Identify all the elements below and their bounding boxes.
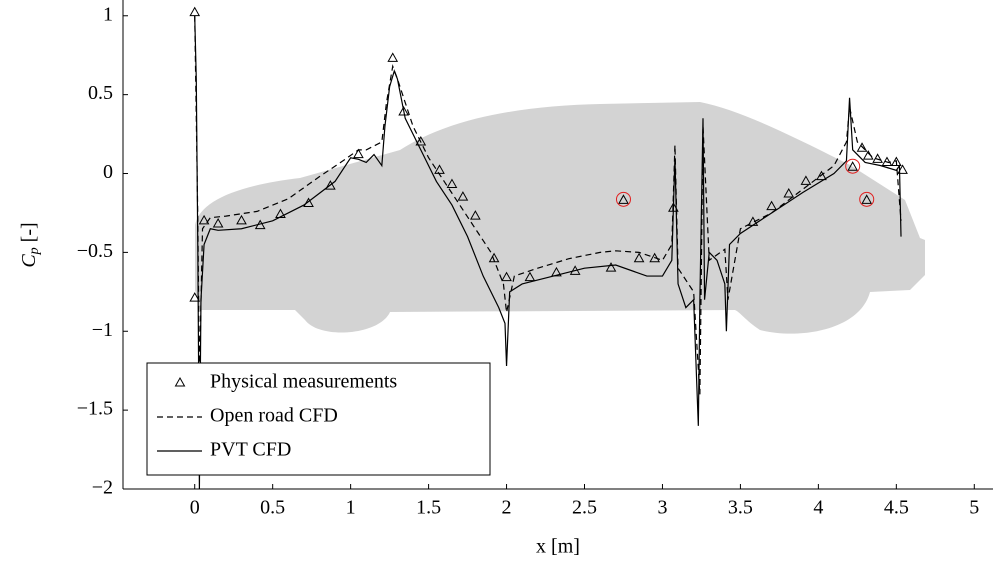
y-tick-label: 1 (103, 3, 113, 25)
legend-label: Physical measurements (210, 371, 397, 393)
x-tick-label: 0 (190, 497, 200, 519)
highlight-circle (615, 191, 631, 207)
measurement-marker (890, 156, 902, 166)
measurement-marker (649, 252, 661, 263)
legend: Physical measurements Open road CFD PVT CF… (157, 371, 397, 461)
y-axis-label: Cp [-] (18, 222, 43, 267)
x-tick-label: 5 (969, 497, 979, 519)
legend-label: PVT CFD (210, 439, 291, 461)
measurement-marker (353, 148, 364, 159)
x-axis-label: x [m] (536, 536, 580, 558)
y-axis-unit: [-] (18, 222, 40, 242)
x-tick-label: 2.5 (572, 497, 597, 519)
measurement-marker (766, 200, 777, 211)
x-tick-label: 1.5 (416, 497, 441, 519)
measurement-marker (897, 164, 908, 174)
measurement-marker (524, 271, 536, 282)
y-tick-label: −0.5 (77, 240, 113, 262)
measurement-marker (470, 210, 481, 220)
measurement-marker (488, 252, 500, 263)
y-tick-label: −1 (92, 319, 113, 341)
y-axis-symbol: C (18, 254, 40, 268)
measurement-marker (872, 153, 883, 163)
measurement-marker (387, 52, 399, 62)
x-tick-label: 0.5 (260, 497, 285, 519)
highlight-circle (859, 191, 875, 207)
x-tick-label: 3.5 (728, 497, 753, 519)
measurement-marker (189, 6, 201, 17)
measurement-marker (881, 156, 893, 166)
y-tick-label: 0 (103, 161, 113, 183)
measurement-marker (618, 194, 629, 204)
legend-box (146, 362, 491, 476)
x-tick-label: 2 (502, 497, 512, 519)
highlight-circle (845, 158, 861, 174)
legend-marker (174, 376, 186, 387)
measurement-marker (856, 142, 868, 152)
measurement-marker (189, 292, 201, 302)
measurement-marker (501, 271, 512, 282)
x-tick-label: 3 (657, 497, 667, 519)
x-tick-label: 4.5 (884, 497, 909, 519)
measurement-marker (212, 217, 224, 228)
measurement-marker (457, 191, 469, 201)
car-silhouette (195, 102, 925, 334)
measurement-marker (415, 135, 427, 146)
measurement-marker (783, 188, 795, 198)
y-tick-label: 0.5 (88, 82, 113, 104)
measurement-marker (198, 214, 210, 225)
y-axis-subscript: p (27, 247, 42, 255)
x-tick-label: 1 (346, 497, 356, 519)
legend-label: Open road CFD (210, 405, 338, 427)
measurement-marker (847, 161, 859, 171)
measurement-marker (800, 175, 812, 185)
measurement-marker (446, 178, 458, 189)
cfd-line (194, 15, 902, 395)
measurement-marker (816, 170, 827, 181)
measurement-marker (325, 180, 336, 190)
measurement-marker (633, 252, 645, 263)
measurement-marker (551, 266, 562, 277)
x-tick-label: 4 (813, 497, 823, 519)
y-tick-label: −2 (92, 477, 113, 499)
measurement-marker (236, 214, 247, 225)
measurement-marker (861, 194, 873, 204)
measurement-marker (398, 105, 409, 116)
plot-area (189, 6, 908, 490)
y-tick-label: −1.5 (77, 398, 113, 420)
cfd-line (194, 15, 902, 490)
measurement-marker (605, 262, 617, 272)
